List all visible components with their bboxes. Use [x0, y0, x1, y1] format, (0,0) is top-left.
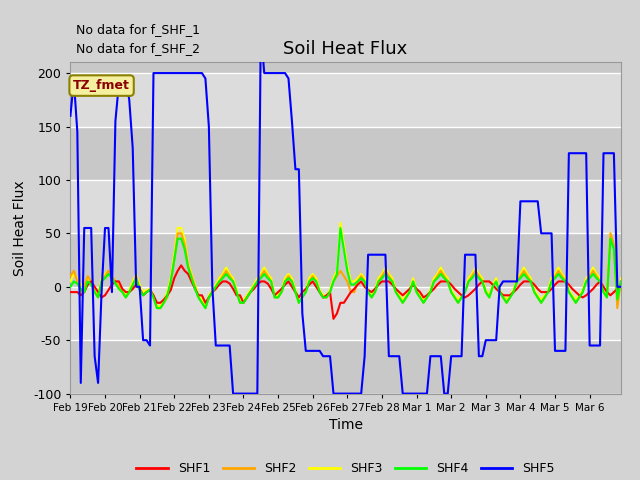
Text: No data for f_SHF_1: No data for f_SHF_1 — [76, 23, 200, 36]
Bar — [70, 287, 621, 340]
Bar — [70, 180, 621, 233]
Text: No data for f_SHF_2: No data for f_SHF_2 — [76, 43, 200, 56]
Title: Soil Heat Flux: Soil Heat Flux — [284, 40, 408, 58]
Text: TZ_fmet: TZ_fmet — [73, 79, 130, 92]
Bar — [70, 62, 621, 73]
Legend: SHF1, SHF2, SHF3, SHF4, SHF5: SHF1, SHF2, SHF3, SHF4, SHF5 — [131, 457, 560, 480]
Bar — [70, 73, 621, 127]
Y-axis label: Soil Heat Flux: Soil Heat Flux — [13, 180, 28, 276]
Bar — [70, 127, 621, 180]
Bar — [70, 340, 621, 394]
Bar — [70, 233, 621, 287]
X-axis label: Time: Time — [328, 418, 363, 432]
